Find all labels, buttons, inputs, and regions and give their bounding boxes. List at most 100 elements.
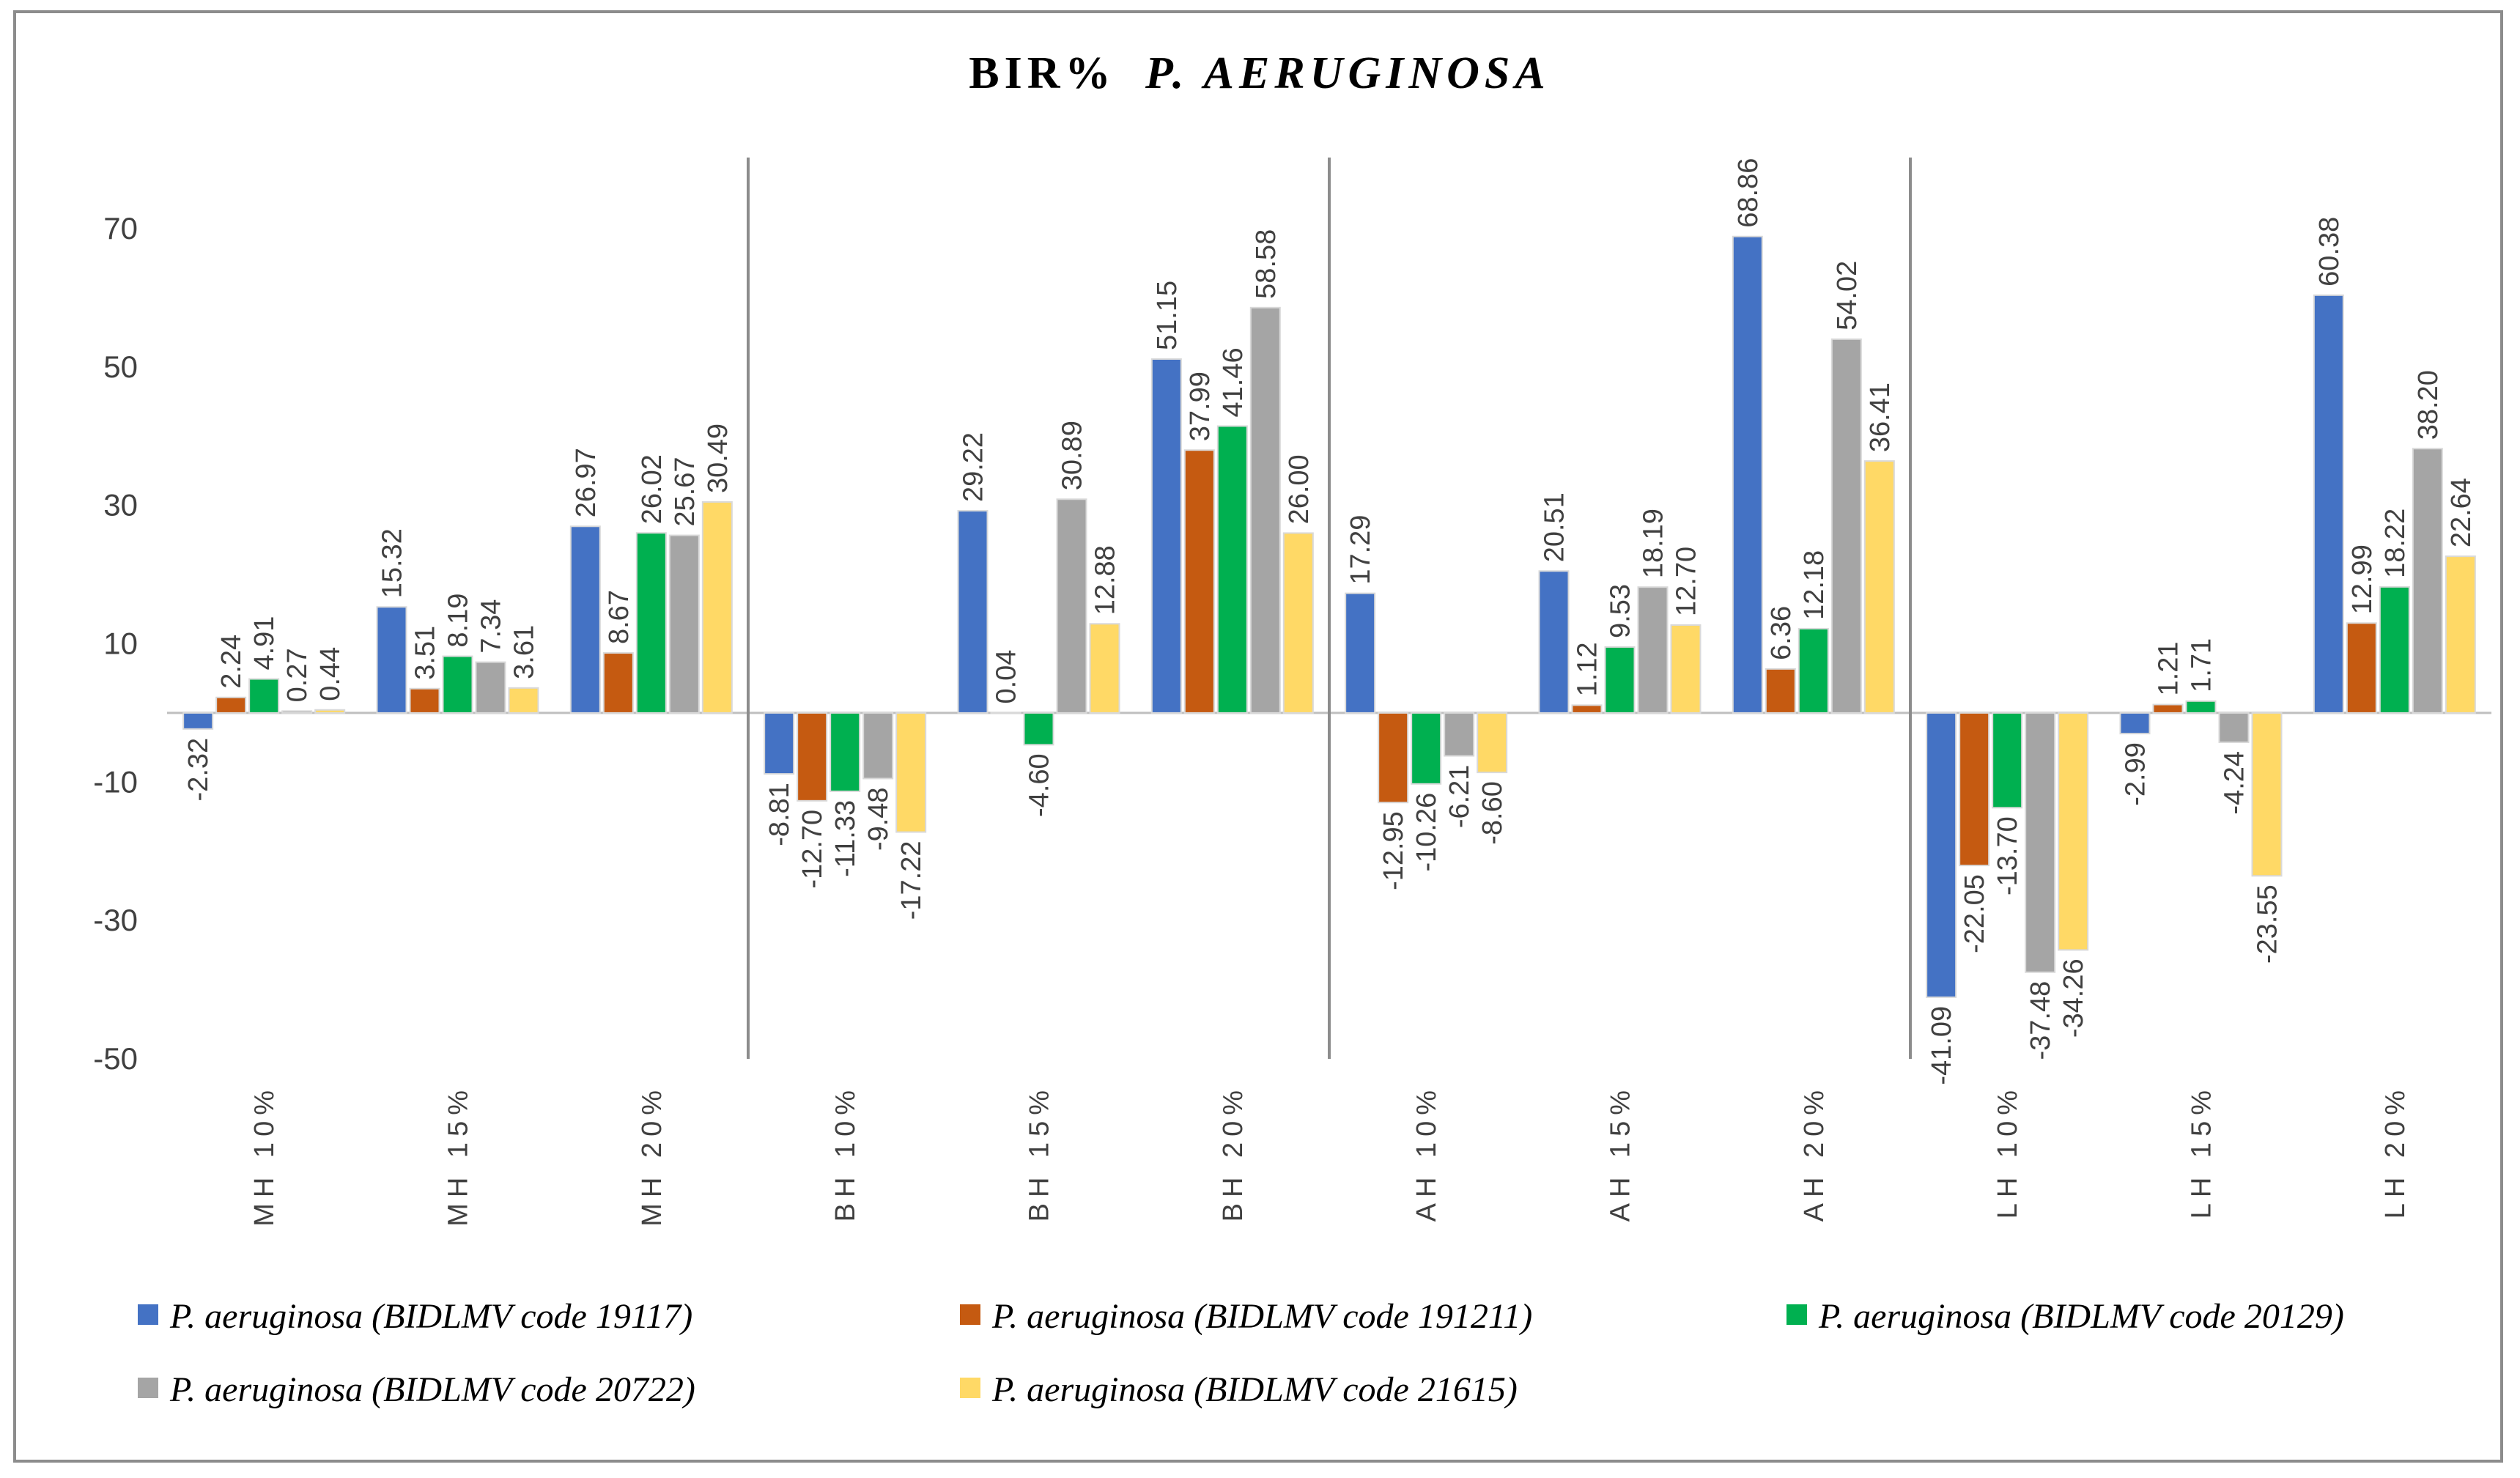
bar [2218, 712, 2250, 743]
x-category-label: MH 15% [443, 1085, 474, 1227]
chart-title-prefix: BIR% [969, 48, 1115, 98]
legend-entry: P. aeruginosa (BIDLMV code 19117) [169, 1297, 692, 1336]
data-label: -11.33 [830, 800, 861, 877]
legend-swatch [138, 1304, 158, 1325]
bar [508, 687, 539, 714]
bar [2119, 712, 2151, 735]
data-label: 17.29 [1345, 515, 1376, 585]
bar [1538, 570, 1570, 714]
data-label: 1.71 [2187, 638, 2217, 692]
bar [2379, 585, 2410, 714]
legend: P. aeruginosa (BIDLMV code 19117) P. aeru… [138, 1297, 2344, 1409]
bar [895, 712, 927, 833]
bar [1797, 627, 1829, 714]
bar [182, 712, 214, 730]
data-label: -23.55 [2253, 884, 2283, 964]
data-label: 3.61 [509, 625, 540, 679]
x-category-label: LH 20% [2380, 1085, 2411, 1219]
bar [1732, 235, 1763, 714]
chart-title: BIR% P. AERUGINOSA [969, 48, 1550, 98]
bar [797, 712, 828, 802]
bar [2313, 294, 2344, 714]
data-label: -13.70 [1992, 816, 2023, 895]
data-label: 60.38 [2314, 217, 2345, 287]
data-label: 18.19 [1638, 509, 1669, 578]
bar [1056, 498, 1087, 714]
bar [1637, 586, 1669, 714]
y-tick-label: 70 [103, 211, 138, 245]
bar [1378, 712, 1409, 804]
data-label: 15.32 [377, 528, 408, 598]
legend-swatch [138, 1378, 158, 1398]
data-label: 12.18 [1799, 550, 1830, 620]
bar [990, 712, 1021, 714]
bar [1444, 712, 1475, 757]
y-tick-label: -50 [93, 1041, 138, 1076]
data-label: 0.27 [282, 648, 313, 702]
data-label: 2.24 [216, 635, 247, 689]
data-label: 26.00 [1284, 454, 1315, 524]
bar [1282, 532, 1314, 714]
data-label: 0.44 [315, 647, 346, 701]
data-label: 30.89 [1057, 421, 1088, 490]
data-label: 6.36 [1766, 606, 1797, 660]
legend-entry: P. aeruginosa (BIDLMV code 20129) [1818, 1297, 2344, 1336]
bar [1765, 668, 1796, 714]
bar [409, 687, 440, 714]
bar [2152, 703, 2184, 714]
data-label: 58.58 [1251, 229, 1282, 299]
data-label: 12.88 [1090, 545, 1121, 615]
x-category-label: MH 10% [249, 1085, 280, 1227]
data-label: 1.12 [1573, 642, 1603, 696]
bar [829, 712, 861, 792]
bar [2185, 700, 2217, 714]
bar [281, 710, 313, 714]
bar [442, 655, 473, 714]
bar [764, 712, 795, 775]
data-label: 9.53 [1606, 584, 1636, 638]
data-label: -9.48 [863, 787, 894, 851]
data-label: -37.48 [2025, 981, 2056, 1060]
bar [2346, 622, 2377, 714]
x-category-label: MH 20% [637, 1085, 668, 1227]
chart-title-species: P. AERUGINOSA [1145, 48, 1551, 98]
data-label: 3.51 [410, 626, 441, 680]
bar [1604, 646, 1636, 714]
y-tick-label: 30 [103, 488, 138, 522]
data-label: 26.02 [637, 454, 668, 524]
data-label: -2.32 [183, 738, 214, 802]
data-label: 8.67 [604, 590, 635, 644]
x-category-label: BH 15% [1024, 1085, 1055, 1222]
bar [1959, 712, 1990, 867]
data-label: -8.81 [764, 783, 795, 846]
data-label: -4.60 [1024, 753, 1055, 817]
bar [314, 709, 346, 714]
x-category-label: BH 10% [830, 1085, 861, 1222]
bar [1830, 338, 1862, 714]
data-label: 12.70 [1671, 547, 1702, 616]
bar [1411, 712, 1442, 785]
bar [862, 712, 894, 780]
bar [1992, 712, 2023, 809]
data-label: 68.86 [1733, 158, 1764, 228]
legend-swatch [960, 1378, 980, 1398]
bar [1216, 425, 1248, 714]
y-tick-label: -10 [93, 764, 138, 799]
bar [1670, 624, 1701, 714]
data-label: 25.67 [670, 457, 701, 526]
bar [668, 534, 700, 714]
data-label: 0.04 [991, 650, 1022, 704]
data-label: 30.49 [703, 424, 734, 493]
bar [215, 696, 247, 714]
bar [635, 532, 667, 714]
data-label-layer: -2.32 15.32 26.97 -8.81 29.22 51.15 17.29 20.51… [183, 158, 2477, 1085]
bar-layer [182, 235, 2476, 998]
bar [1023, 712, 1054, 746]
bar [701, 501, 733, 714]
x-category-label: AH 15% [1606, 1085, 1636, 1222]
legend-swatch [960, 1304, 980, 1325]
bar [957, 510, 989, 714]
x-category-label: AH 20% [1799, 1085, 1830, 1222]
bar [2025, 712, 2056, 973]
data-label: -2.99 [2121, 742, 2151, 806]
